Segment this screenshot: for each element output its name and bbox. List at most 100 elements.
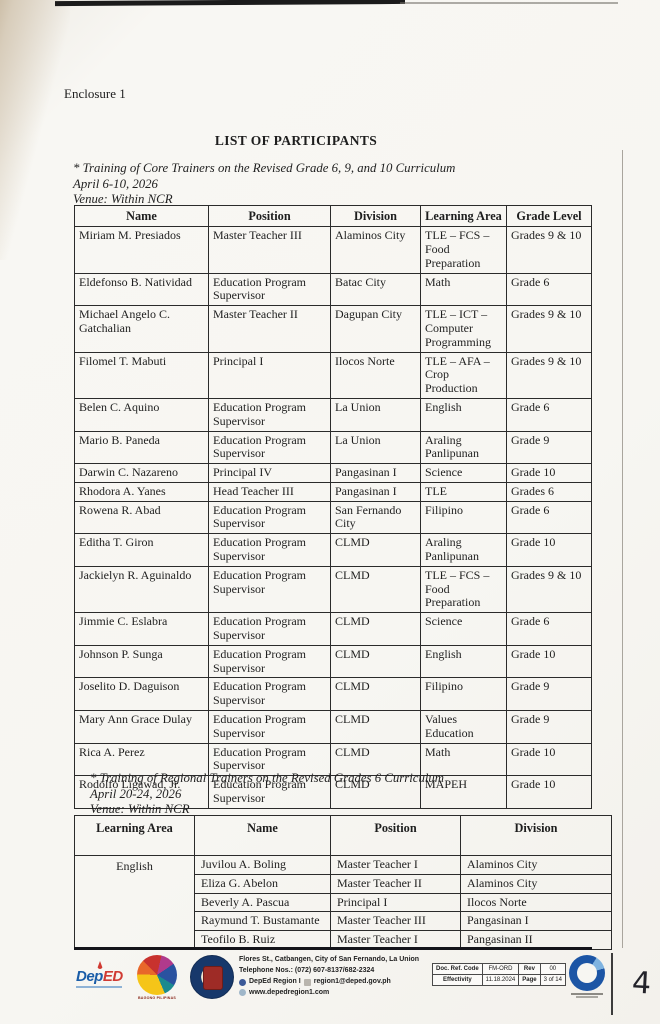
regional-trainers-table: Learning Area Name Position Division Eng… [74,815,612,950]
cell-grade-level: Grade 6 [506,500,592,535]
cell-division: CLMD [330,533,421,567]
social-line: DepEd Region I region1@deped.gov.ph [239,977,435,988]
section1-training-title: * Training of Core Trainers on the Revis… [73,161,456,175]
cell-division: La Union [330,397,421,432]
table-row: English Juvilou A. Boling Master Teacher … [74,855,612,950]
docref-page-label: Page [518,974,541,986]
docref-row: Effectivity 11.18.2024 Page 3 of 14 [432,974,566,986]
cell-name: Rhodora A. Yanes [74,481,209,502]
docref-effectivity-value: 11.18.2024 [481,974,520,986]
facebook-page-name: DepEd Region I [249,977,301,985]
cell-division: Alaminos City [330,226,421,274]
table-row: Beverly A. Pascua Principal I Ilocos Norte [75,892,612,913]
footer-contact-block: Flores St., Catbangen, City of San Ferna… [239,955,435,998]
cell-division: CLMD [330,644,421,679]
table-row: Rodolfo Ligawad, Jr. Education Program Su… [74,775,592,809]
header-row: Name Position Division Learning Area Gra… [74,204,592,228]
envelope-icon [303,978,311,986]
cell-division: Pangasinan I [330,463,421,483]
column-header-learning-area: Learning Area [420,204,507,228]
page-title: LIST OF PARTICIPANTS [214,133,378,148]
cell-grade-level: Grade 10 [506,775,592,809]
cell-grade-level: Grades 6 [506,481,592,502]
scan-corner-shadow [0,0,70,260]
globe-icon [239,989,246,997]
docref-effectivity-label: Effectivity [432,974,483,986]
cell-division: Ilocos Norte [460,892,612,913]
cell-name: Miriam M. Presiados [74,226,209,274]
cell-division: Pangasinan I [330,481,421,502]
certification-badge [567,955,607,998]
footer-divider-line [74,947,592,950]
cell-name: Eldefonso B. Natividad [74,272,209,307]
cell-learning-area: Filipino [420,500,507,535]
cell-name: Johnson P. Sunga [74,644,209,679]
cell-position: Education Program Supervisor [208,644,331,679]
certification-ring-icon [569,955,605,991]
column-header-division: Division [330,204,421,228]
cell-position: Head Teacher III [208,481,331,502]
cell-position: Education Program Supervisor [208,430,331,465]
doc-reference-table: Doc. Ref. Code FM-ORD Rev 00 Effectivity… [432,963,566,986]
enclosure-label: Enclosure 1 [64,86,126,101]
cell-position: Master Teacher I [330,930,461,950]
cell-position: Master Teacher III [208,226,331,274]
cell-position: Education Program Supervisor [208,500,331,535]
cell-grade-level: Grades 9 & 10 [506,565,592,614]
section2-venue: Venue: Within NCR [90,802,190,817]
bagong-pilipinas-logo: BAGONG PILIPINAS [134,955,180,1000]
cell-grade-level: Grade 6 [506,397,592,432]
cell-learning-area: Araling Panlipunan [420,430,507,465]
cell-learning-area: TLE – FCS – Food Preparation [420,565,507,614]
cell-grade-level: Grade 9 [506,710,592,744]
table-row: Jimmie C. Eslabra Education Program Super… [74,612,592,646]
column-header-name: Name [194,815,331,856]
cell-division: Pangasinan I [460,911,612,932]
cell-position: Education Program Supervisor [208,272,331,307]
cell-grade-level: Grade 6 [506,272,592,307]
section1-heading: * Training of Core Trainers on the Revis… [73,161,455,208]
cell-grade-level: Grade 6 [506,612,592,646]
bagong-pilipinas-caption: BAGONG PILIPINAS [138,996,176,1000]
cell-division: San Fernando City [330,500,421,535]
cell-name: Jackielyn R. Aguinaldo [74,565,209,614]
cell-name: Joselito D. Daguison [74,677,209,712]
column-header-position: Position [208,204,331,228]
docref-code-label: Doc. Ref. Code [432,963,483,975]
table-row: Joselito D. Daguison Education Program Su… [74,677,592,712]
cell-division: CLMD [330,565,421,614]
cell-position: Education Program Supervisor [208,533,331,567]
cell-learning-area: English [74,855,195,950]
table-row: Michael Angelo C. Gatchalian Master Teach… [74,305,592,353]
table-row: Belen C. Aquino Education Program Supervi… [74,397,592,432]
cell-name: Rodolfo Ligawad, Jr. [74,775,209,809]
cell-name: Rowena R. Abad [74,500,209,535]
cell-name: Darwin C. Nazareno [74,463,209,483]
table-row: Mary Ann Grace Dulay Education Program Su… [74,710,592,744]
cell-grade-level: Grade 9 [506,430,592,465]
seal-shield-icon [203,966,223,990]
column-header-name: Name [74,204,209,228]
docref-rev-value: 00 [539,963,566,975]
column-header-position: Position [330,815,461,856]
table-row: Eldefonso B. Natividad Education Program … [74,272,592,307]
table-row: Johnson P. Sunga Education Program Superv… [74,644,592,679]
cell-name: Rica A. Perez [74,742,209,777]
cell-name: Mary Ann Grace Dulay [74,710,209,744]
cell-division: La Union [330,430,421,465]
cell-learning-area: Filipino [420,677,507,712]
table-row: Editha T. Giron Education Program Supervi… [74,533,592,567]
cell-learning-area: TLE – FCS – Food Preparation [420,226,507,274]
docref-code-value: FM-ORD [481,963,520,975]
deped-region-seal [190,955,234,999]
website-line: www.depedregion1.com [239,988,435,999]
cell-position: Education Program Supervisor [208,612,331,646]
cell-position: Education Program Supervisor [208,710,331,744]
column-header-division: Division [460,815,612,856]
certification-caption-line2 [576,996,598,998]
cell-grade-level: Grade 10 [506,742,592,777]
table-row: Raymund T. Bustamante Master Teacher III P… [75,911,612,932]
cell-grade-level: Grades 9 & 10 [506,305,592,353]
cell-learning-area: MAPEH [420,775,507,809]
